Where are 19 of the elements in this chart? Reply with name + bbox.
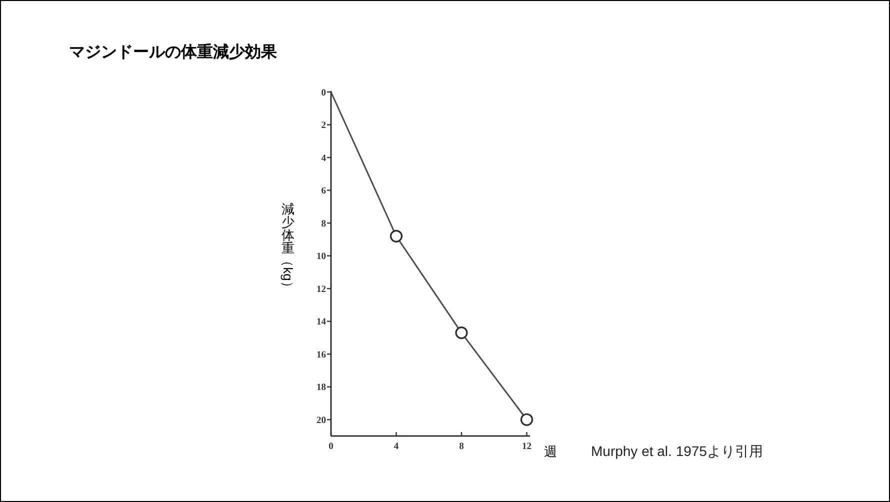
y-tick-label: 4: [321, 154, 326, 164]
y-tick-label: 6: [321, 186, 326, 197]
y-tick-label: 2: [321, 121, 326, 132]
ylabel: 減少体重（kg）: [280, 202, 296, 294]
x-tick-label: 4: [394, 442, 399, 452]
x-tick-label: 8: [459, 442, 464, 452]
y-tick-label: 0: [321, 88, 326, 98]
xlabel: 週: [544, 444, 557, 459]
x-tick-label: 12: [522, 442, 532, 452]
y-tick-label: 10: [316, 252, 326, 262]
y-tick-label: 16: [316, 350, 326, 360]
title: マジンドールの体重減少効果: [69, 44, 277, 61]
y-tick-label: 8: [321, 219, 326, 230]
annotation: Murphy et al. 1975より引用: [591, 443, 763, 459]
x-tick-label: 0: [328, 442, 334, 452]
y-tick-label: 20: [316, 416, 326, 426]
y-tick-label: 18: [316, 383, 326, 394]
y-tick-label: 14: [316, 318, 326, 328]
y-tick-label: 12: [316, 284, 326, 295]
